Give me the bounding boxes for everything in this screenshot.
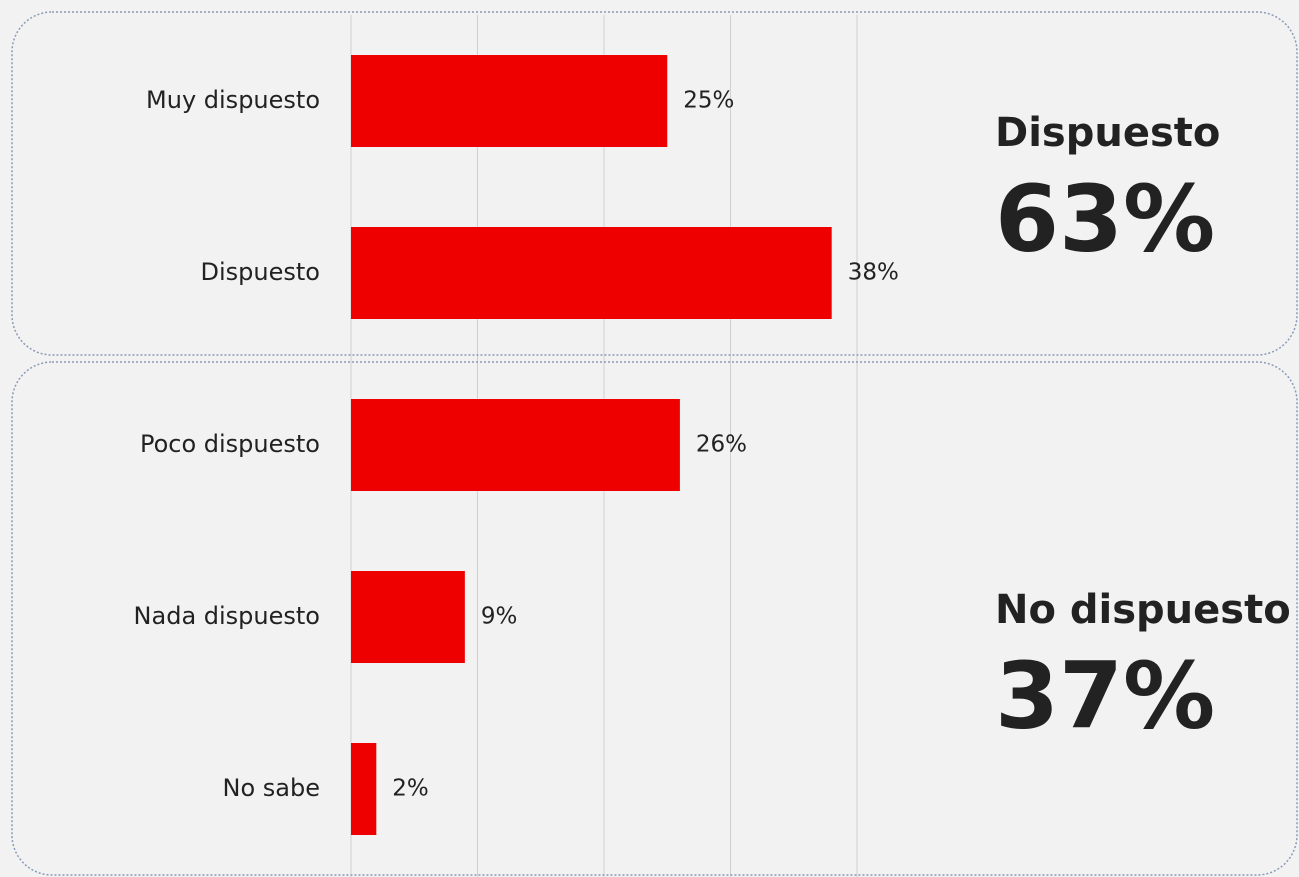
summary-title: Dispuesto [995,110,1220,156]
bar [351,399,680,491]
summary-title: No dispuesto [995,587,1291,633]
y-tick-label: No sabe [223,774,320,802]
data-label: 25% [683,88,734,114]
bar [351,55,668,147]
bar [351,743,377,835]
group-box [11,11,1298,356]
y-tick-label: Poco dispuesto [140,430,320,458]
bar [351,571,465,663]
data-label: 38% [848,260,899,286]
y-tick-label: Muy dispuesto [146,86,320,114]
summary-value: 37% [995,642,1215,749]
y-tick-label: Dispuesto [201,258,320,286]
summary-value: 63% [995,165,1215,272]
data-label: 2% [392,776,429,802]
y-tick-label: Nada dispuesto [134,602,320,630]
data-label: 26% [696,432,747,458]
group-box [11,361,1298,876]
bar [351,227,832,319]
data-label: 9% [481,604,517,630]
